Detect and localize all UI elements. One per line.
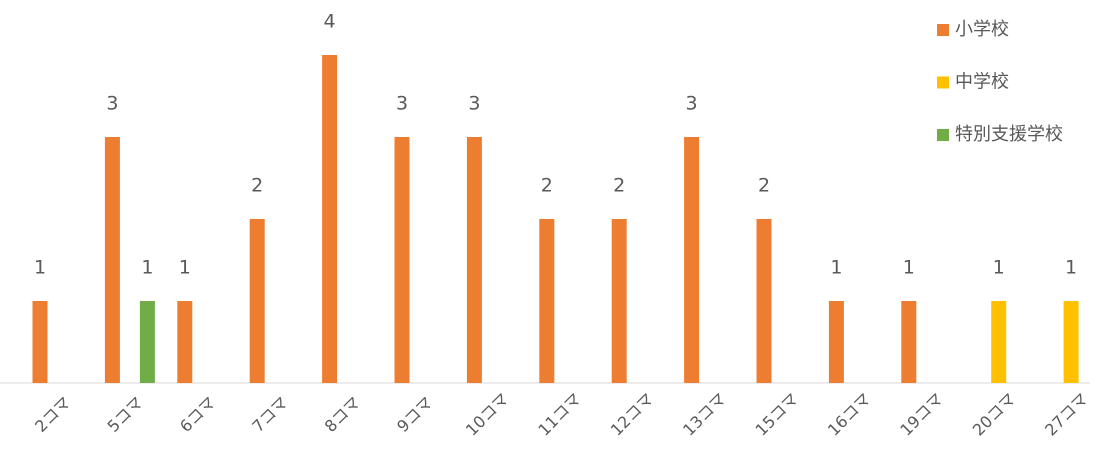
data-label: 1 <box>141 257 153 279</box>
data-label: 3 <box>468 93 480 115</box>
bar <box>684 137 700 383</box>
bar <box>139 301 155 383</box>
bar <box>394 137 410 383</box>
bar <box>991 301 1007 383</box>
data-label: 1 <box>34 257 46 279</box>
x-tick-label: 2コマ <box>31 393 74 436</box>
legend-swatch <box>937 24 949 36</box>
x-tick-label: 9コマ <box>393 393 436 436</box>
x-tick-label: 10コマ <box>462 389 512 439</box>
legend-swatch <box>937 129 949 141</box>
x-tick-label: 20コマ <box>969 389 1019 439</box>
data-label: 1 <box>830 257 842 279</box>
x-tick-label: 8コマ <box>321 393 364 436</box>
x-tick-label: 6コマ <box>176 393 219 436</box>
x-tick-label: 7コマ <box>248 393 291 436</box>
data-label: 3 <box>686 93 698 115</box>
data-label: 1 <box>993 257 1005 279</box>
data-label: 3 <box>106 93 118 115</box>
x-tick-label: 27コマ <box>1041 389 1091 439</box>
data-label: 2 <box>251 175 263 197</box>
bar <box>901 301 917 383</box>
data-label: 3 <box>396 93 408 115</box>
bar <box>466 137 482 383</box>
bar <box>611 219 627 383</box>
bar <box>322 55 338 383</box>
data-label: 4 <box>324 11 336 33</box>
data-label: 2 <box>613 175 625 197</box>
x-tick-label: 13コマ <box>679 389 729 439</box>
data-label: 2 <box>541 175 553 197</box>
bar <box>756 219 772 383</box>
legend-label: 特別支援学校 <box>955 124 1063 145</box>
x-tick-label: 11コマ <box>534 389 584 439</box>
data-label: 2 <box>758 175 770 197</box>
bar <box>1063 301 1079 383</box>
data-label: 1 <box>179 257 191 279</box>
data-label: 1 <box>903 257 915 279</box>
bar <box>249 219 265 383</box>
data-label: 1 <box>1065 257 1077 279</box>
legend-swatch <box>937 76 949 89</box>
x-tick-label: 19コマ <box>896 389 946 439</box>
x-tick-label: 5コマ <box>104 393 147 436</box>
x-tick-label: 16コマ <box>824 389 874 439</box>
legend-label: 小学校 <box>955 19 1009 40</box>
bar <box>177 301 193 383</box>
bar <box>32 301 48 383</box>
x-tick-label: 15コマ <box>752 389 802 439</box>
bar <box>104 137 120 383</box>
x-tick-label: 12コマ <box>607 389 657 439</box>
legend-label: 中学校 <box>955 72 1009 93</box>
bar <box>828 301 844 383</box>
bar <box>539 219 555 383</box>
